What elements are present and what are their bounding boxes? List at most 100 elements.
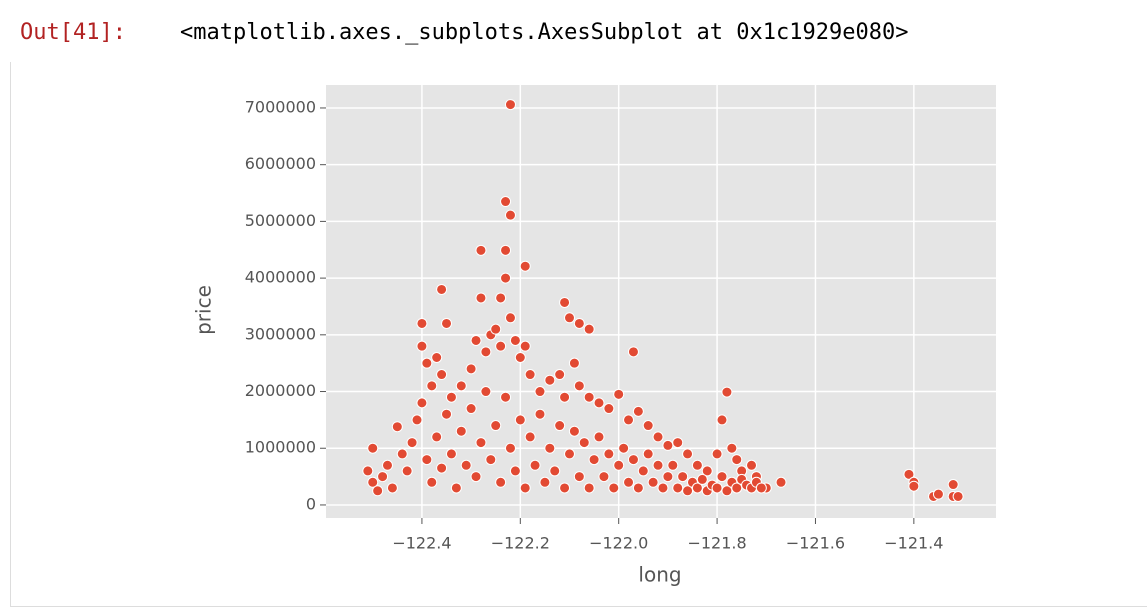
x-tick-label: −122.4: [392, 534, 451, 553]
point: [618, 442, 630, 454]
point: [504, 312, 516, 324]
point: [441, 317, 453, 329]
point: [696, 473, 708, 485]
point: [470, 471, 482, 483]
point: [573, 471, 585, 483]
point: [411, 414, 423, 426]
point: [711, 448, 723, 460]
point: [529, 459, 541, 471]
point: [932, 488, 944, 500]
point: [367, 442, 379, 454]
point: [534, 386, 546, 398]
point: [726, 442, 738, 454]
point: [524, 369, 536, 381]
point: [504, 209, 516, 221]
point: [519, 260, 531, 272]
plot-area: [326, 85, 996, 518]
point: [450, 482, 462, 494]
point: [509, 334, 521, 346]
output-prompt: Out[41]:: [20, 20, 126, 45]
x-tick-label: −121.8: [687, 534, 746, 553]
point: [711, 482, 723, 494]
x-tick-label: −122.2: [491, 534, 550, 553]
point: [667, 459, 679, 471]
point: [593, 397, 605, 409]
point: [637, 465, 649, 477]
point: [465, 403, 477, 415]
point: [436, 283, 448, 295]
point: [564, 448, 576, 460]
point: [731, 454, 743, 466]
point: [504, 99, 516, 111]
y-tick-label: 6000000: [245, 154, 316, 173]
point: [775, 476, 787, 488]
point: [554, 369, 566, 381]
point: [544, 442, 556, 454]
point: [672, 482, 684, 494]
point: [691, 482, 703, 494]
point: [514, 352, 526, 364]
point: [534, 408, 546, 420]
point: [421, 454, 433, 466]
point: [755, 482, 767, 494]
point: [613, 459, 625, 471]
point: [947, 479, 959, 491]
point: [500, 196, 512, 208]
point: [598, 471, 610, 483]
point: [519, 340, 531, 352]
point: [677, 471, 689, 483]
point: [445, 391, 457, 403]
point: [746, 459, 758, 471]
point: [627, 454, 639, 466]
point: [613, 388, 625, 400]
point: [426, 476, 438, 488]
point: [623, 476, 635, 488]
point: [593, 431, 605, 443]
point: [475, 244, 487, 256]
point: [421, 357, 433, 369]
point: [441, 408, 453, 420]
point: [431, 352, 443, 364]
point: [377, 471, 389, 483]
point: [495, 340, 507, 352]
point: [519, 482, 531, 494]
point: [475, 292, 487, 304]
point: [416, 397, 428, 409]
point: [583, 482, 595, 494]
point: [564, 312, 576, 324]
point: [559, 482, 571, 494]
point: [588, 454, 600, 466]
point: [731, 482, 743, 494]
point: [623, 414, 635, 426]
point: [426, 380, 438, 392]
point: [470, 334, 482, 346]
point: [367, 476, 379, 488]
point: [627, 346, 639, 358]
point: [908, 480, 920, 492]
point: [391, 421, 403, 433]
point: [362, 465, 374, 477]
point: [662, 471, 674, 483]
y-tick-label: 3000000: [245, 324, 316, 343]
point: [583, 323, 595, 335]
point: [554, 420, 566, 432]
point: [632, 482, 644, 494]
point: [603, 403, 615, 415]
point: [504, 442, 516, 454]
point: [662, 439, 674, 451]
point: [573, 380, 585, 392]
point: [568, 425, 580, 437]
y-axis-label: price: [192, 285, 216, 335]
point: [544, 374, 556, 386]
point: [436, 462, 448, 474]
point: [657, 482, 669, 494]
y-tick-label: 0: [306, 494, 316, 513]
point: [455, 380, 467, 392]
point: [500, 272, 512, 284]
point: [465, 363, 477, 375]
point: [903, 468, 915, 480]
point: [603, 448, 615, 460]
x-tick-label: −121.6: [786, 534, 845, 553]
point: [559, 391, 571, 403]
